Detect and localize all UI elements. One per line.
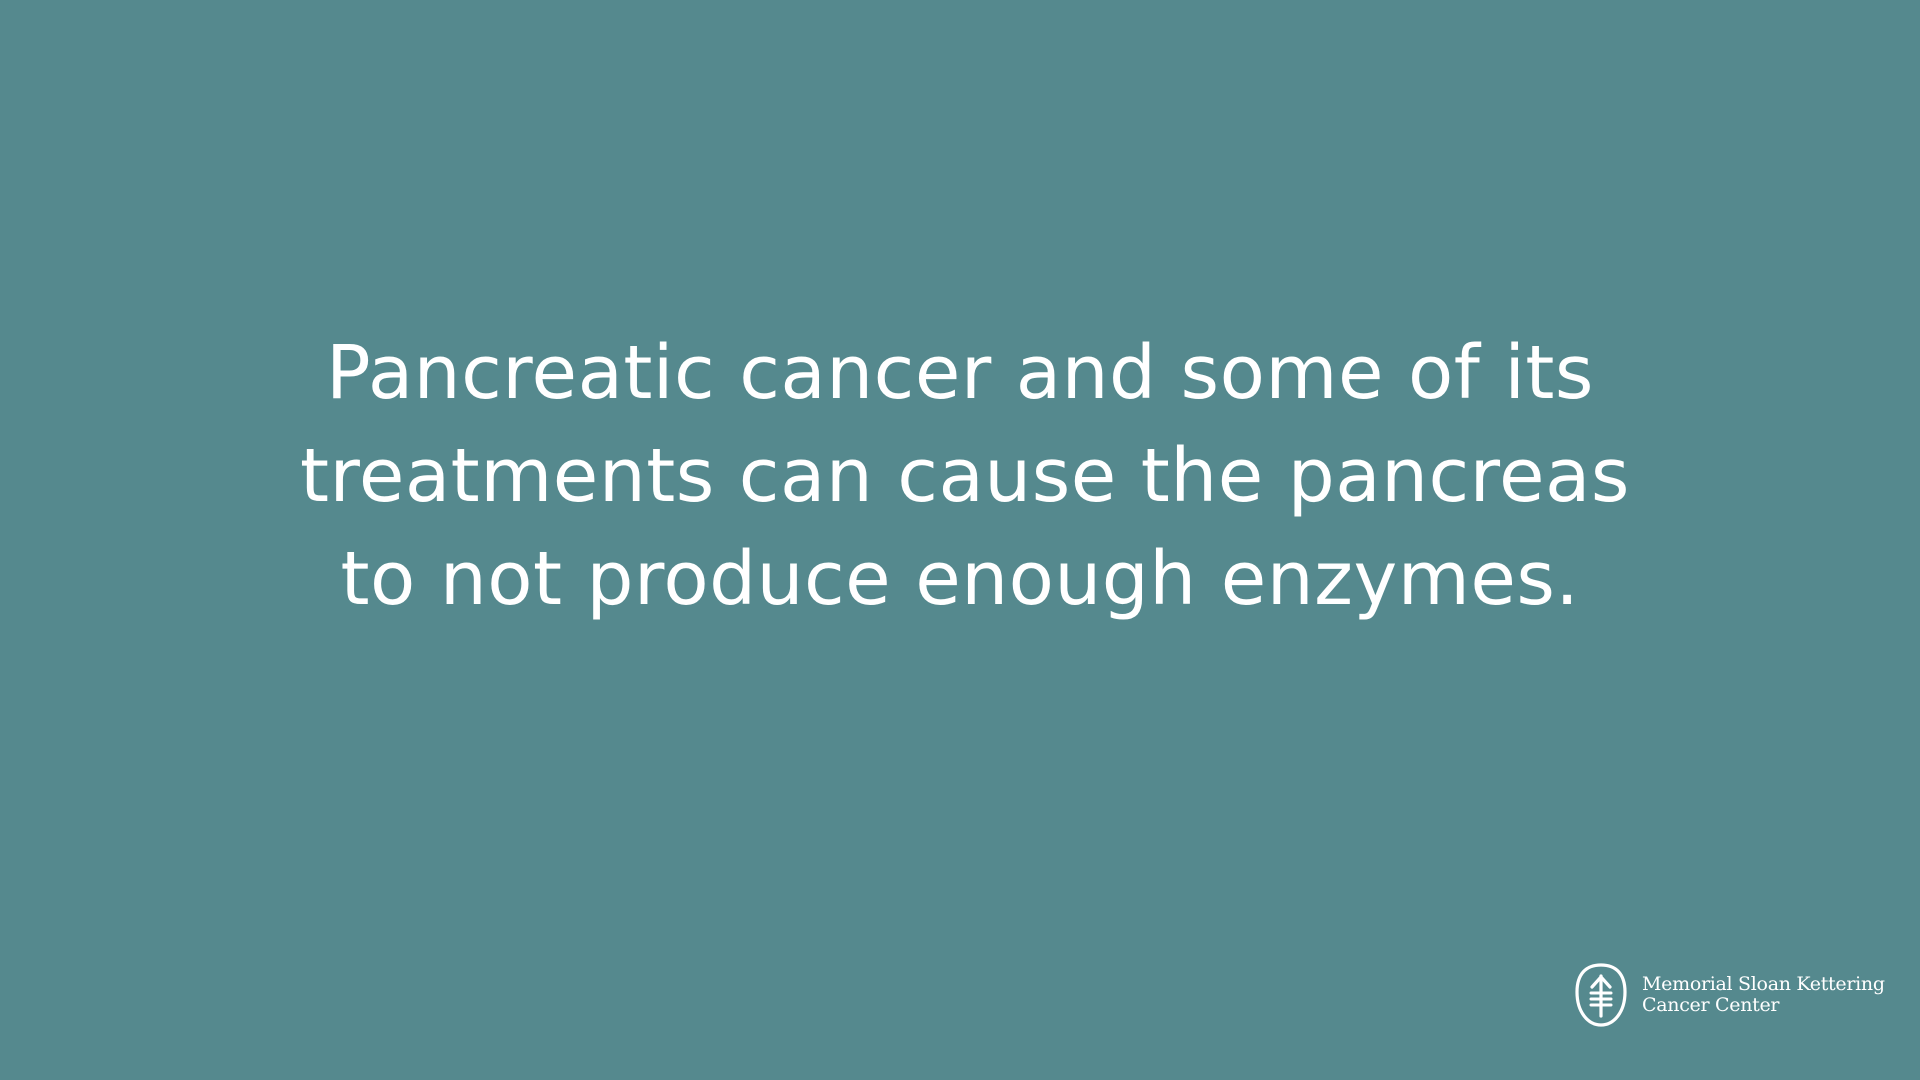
message-line-1: Pancreatic cancer and some of its	[326, 330, 1594, 416]
msk-tree-logo-icon	[1575, 963, 1627, 1027]
logo-name-line-1: Memorial Sloan Kettering	[1642, 973, 1885, 995]
msk-logo: Memorial Sloan Kettering Cancer Center	[1572, 962, 1885, 1028]
logo-wordmark: Memorial Sloan Kettering Cancer Center	[1642, 974, 1885, 1016]
logo-name-line-2: Cancer Center	[1642, 994, 1780, 1016]
slide-message: Pancreatic cancer and some of its treatm…	[300, 322, 1630, 631]
message-line-3: to not produce enough enzymes.	[340, 536, 1580, 622]
message-line-2: treatments can cause the pancreas	[300, 433, 1630, 519]
